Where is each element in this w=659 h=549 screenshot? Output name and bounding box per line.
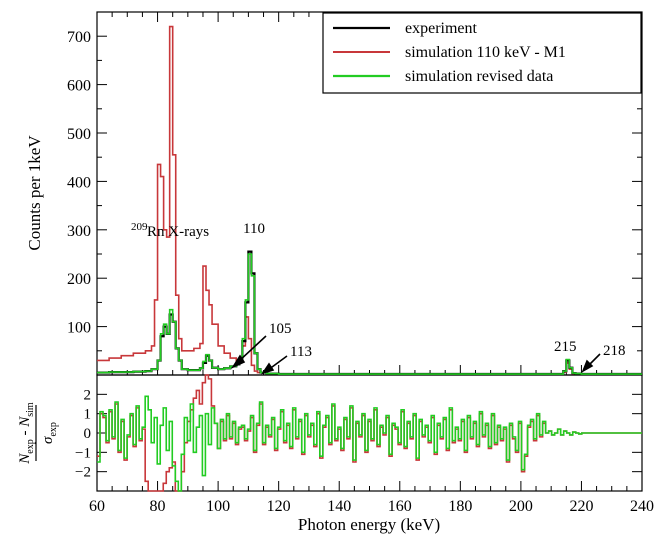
residual-ticks: −2 −1 0 1 2 60 80 100 120 140 160 180 200 220 240	[75, 387, 654, 515]
legend-label-simulation-m1: simulation 110 keV - M1	[405, 44, 566, 61]
arrow-105-head	[230, 354, 246, 369]
peak-label-218: 218	[603, 343, 626, 359]
residual-xtick-label: 140	[327, 498, 351, 515]
residual-xtick-label: 220	[569, 498, 593, 515]
x-axis-label: Photon energy (keV)	[298, 515, 440, 534]
arrow-105	[237, 335, 267, 363]
spectrum-ytick-label: 100	[67, 320, 91, 337]
residual-series	[97, 374, 642, 492]
peak-label-215: 215	[554, 339, 577, 355]
residual-ytick-label: −1	[75, 445, 91, 461]
spectrum-series	[97, 25, 642, 376]
peak-label-110: 110	[243, 221, 265, 237]
residual-ytick-label: 1	[84, 407, 92, 423]
spectrum-ytick-label: 400	[67, 174, 91, 191]
residual-ytick-label: 0	[84, 426, 92, 442]
residual-xtick-label: 80	[150, 498, 166, 515]
legend-label-simulation-revised: simulation revised data	[405, 68, 553, 85]
spectrum-ytick-label: 600	[67, 78, 91, 95]
xray-superscript: 209	[131, 221, 148, 233]
residual-xtick-label: 60	[89, 498, 105, 515]
annotation-arrows	[230, 335, 601, 375]
residual-xtick-label: 120	[267, 498, 291, 515]
residual-xtick-label: 200	[509, 498, 533, 515]
spectrum-ylabel: Counts per 1keV	[25, 135, 44, 251]
spectrum-ytick-label: 500	[67, 126, 91, 143]
residual-ylabel-numerator: Nexp - Nsim	[17, 402, 36, 465]
legend: experiment simulation 110 keV - M1 simul…	[322, 12, 642, 94]
spectrum-ytick-label: 700	[67, 29, 91, 46]
residual-ylabel: Nexp - Nsim σexp	[17, 402, 59, 465]
residual-xtick-label: 100	[206, 498, 230, 515]
legend-label-experiment: experiment	[405, 20, 478, 37]
arrow-113-head	[261, 362, 275, 375]
residual-series-line	[97, 395, 642, 492]
xray-label: Rn X-rays	[147, 224, 209, 240]
residual-xtick-label: 240	[630, 498, 654, 515]
spectrum-ytick-label: 200	[67, 271, 91, 288]
peak-label-113: 113	[290, 344, 312, 360]
spectrum-ytick-label: 300	[67, 223, 91, 240]
residual-xtick-label: 180	[448, 498, 472, 515]
peak-label-105: 105	[269, 321, 292, 337]
residual-xtick-label: 160	[388, 498, 412, 515]
residual-ylabel-denominator: σexp	[40, 422, 59, 444]
residual-ytick-label: 2	[84, 387, 92, 403]
residual-ytick-label: −2	[75, 465, 91, 481]
spectrum-series-line	[97, 253, 642, 375]
arrow-218-head	[581, 359, 594, 373]
